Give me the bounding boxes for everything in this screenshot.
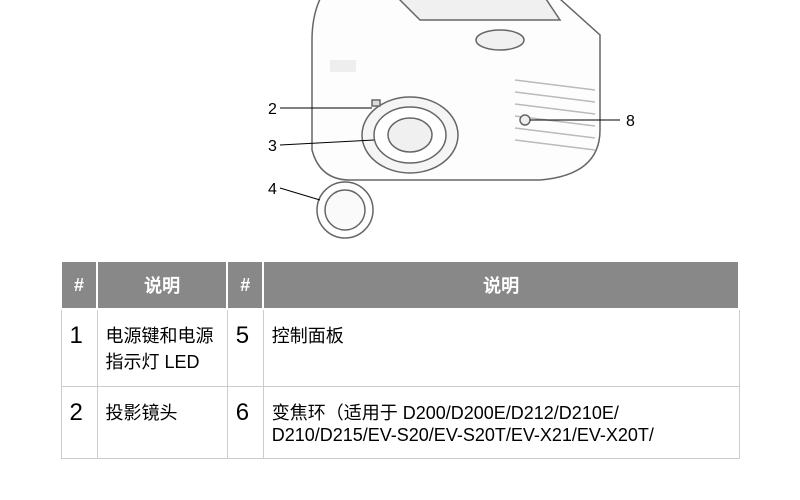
callout-2: 2 [268,101,277,118]
table-row: 2 投影镜头 6 变焦环（适用于 D200/D200E/D212/D210E/ … [61,387,739,459]
callout-8: 8 [626,113,635,130]
cell-num: 5 [227,309,263,387]
cell-num: 1 [61,309,97,387]
header-desc-left: 说明 [97,261,227,309]
table-header-row: # 说明 # 说明 [61,261,739,309]
callout-4: 4 [268,181,277,198]
cell-desc: 投影镜头 [97,387,227,459]
header-num-right: # [227,261,263,309]
cell-num: 6 [227,387,263,459]
parts-table-container: # 说明 # 说明 1 电源键和电源指示灯 LED 5 控制面板 2 投影镜头 … [0,260,800,459]
page-container: 2 3 4 8 # 说明 # 说明 1 电源键和电源指示灯 LED 5 控 [0,0,800,500]
header-num-left: # [61,261,97,309]
cell-desc: 控制面板 [263,309,739,387]
parts-table: # 说明 # 说明 1 电源键和电源指示灯 LED 5 控制面板 2 投影镜头 … [60,260,740,459]
cell-desc: 变焦环（适用于 D200/D200E/D212/D210E/ D210/D215… [263,387,739,459]
callout-3: 3 [268,138,277,155]
table-row: 1 电源键和电源指示灯 LED 5 控制面板 [61,309,739,387]
cell-desc: 电源键和电源指示灯 LED [97,309,227,387]
product-diagram: 2 3 4 8 [0,0,800,260]
header-desc-right: 说明 [263,261,739,309]
projector-illustration: 2 3 4 8 [120,0,680,260]
cell-num: 2 [61,387,97,459]
